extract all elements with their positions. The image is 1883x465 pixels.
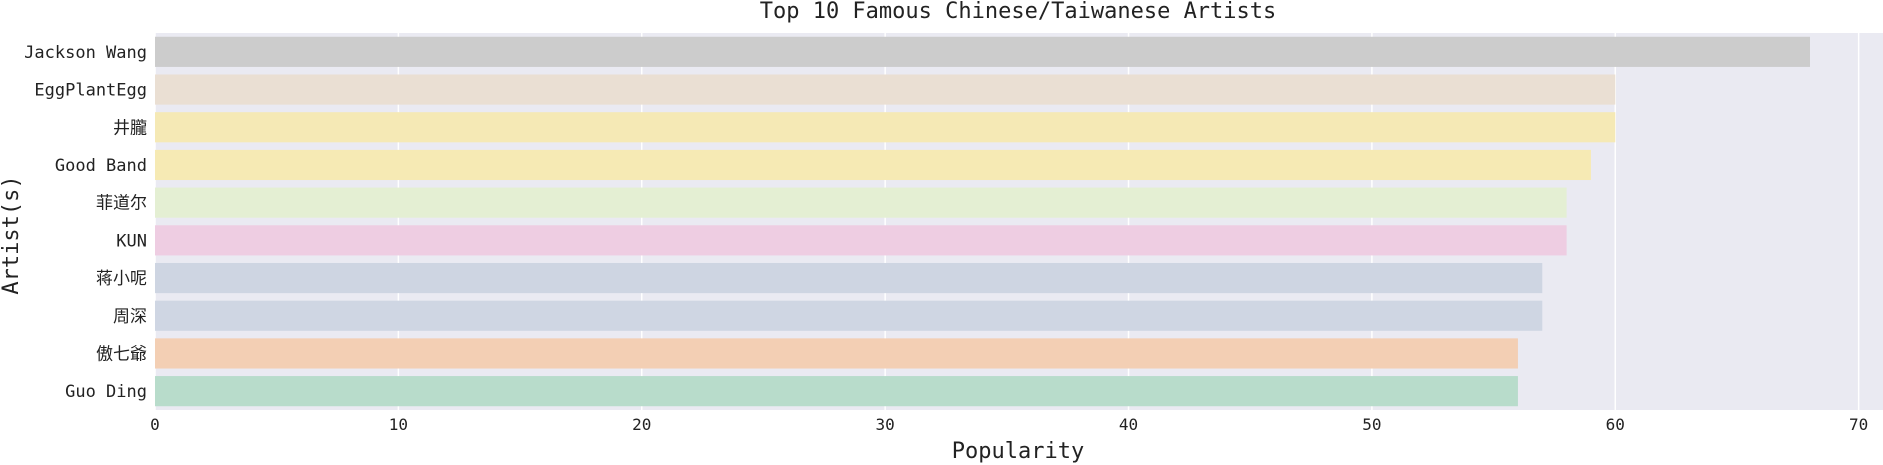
y-tick-label: 菲道尔: [96, 194, 147, 214]
x-tick-label: 10: [389, 415, 408, 434]
bar: [155, 338, 1518, 369]
x-tick-label: 70: [1849, 415, 1868, 434]
bar: [155, 262, 1543, 294]
x-tick-label: 30: [876, 415, 895, 434]
y-tick-label: 周深: [113, 307, 147, 327]
bar: [155, 112, 1616, 143]
x-tick-labels: 0 10 20 30 40 50 60 70: [150, 415, 1868, 434]
y-axis-label: Artist(s): [0, 175, 24, 294]
bar: [155, 300, 1543, 331]
y-tick-label: Guo Ding: [65, 382, 147, 402]
x-tick-label: 60: [1606, 415, 1625, 434]
bar: [155, 376, 1518, 407]
x-tick-label: 50: [1362, 415, 1381, 434]
y-tick-label: Good Band: [55, 156, 147, 176]
bars: [155, 36, 1810, 407]
x-tick-label: 20: [632, 415, 651, 434]
y-tick-label: 井朧: [113, 118, 147, 138]
y-tick-label: KUN: [116, 231, 147, 251]
y-tick-labels: Jackson Wang EggPlantEgg 井朧 Good Band 菲道尔 KUN…: [24, 43, 147, 402]
x-tick-label: 0: [150, 415, 160, 434]
chart-title: Top 10 Famous Chinese/Taiwanese Artists: [760, 0, 1277, 24]
bar: [155, 225, 1567, 256]
bar: [155, 187, 1567, 218]
x-tick-label: 40: [1119, 415, 1138, 434]
y-tick-label: Jackson Wang: [24, 43, 147, 63]
bar: [155, 36, 1810, 67]
x-axis-label: Popularity: [952, 439, 1084, 464]
y-tick-label: EggPlantEgg: [34, 81, 147, 101]
bar: [155, 149, 1591, 181]
y-tick-label: 蒋小呢: [96, 269, 147, 289]
y-tick-label: 傲七爺: [96, 344, 147, 364]
bar: [155, 74, 1616, 105]
